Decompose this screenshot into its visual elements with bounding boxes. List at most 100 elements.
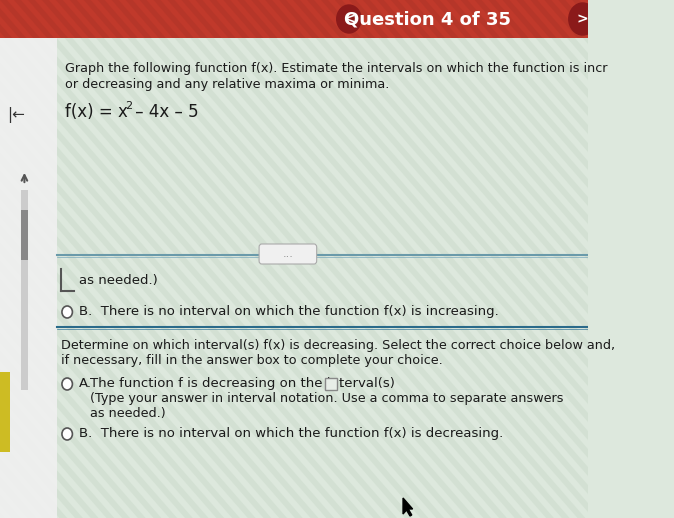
Polygon shape: [363, 0, 403, 38]
Polygon shape: [210, 0, 249, 38]
Polygon shape: [32, 0, 491, 518]
Polygon shape: [474, 0, 515, 38]
Bar: [0, 0, 588, 38]
Polygon shape: [549, 0, 674, 518]
Polygon shape: [251, 0, 291, 38]
Polygon shape: [0, 0, 146, 518]
Polygon shape: [0, 0, 193, 518]
Polygon shape: [403, 498, 412, 516]
Polygon shape: [0, 0, 460, 518]
Polygon shape: [16, 0, 475, 518]
Polygon shape: [489, 0, 528, 38]
Polygon shape: [204, 0, 664, 518]
Polygon shape: [220, 0, 674, 518]
Polygon shape: [330, 0, 674, 518]
Polygon shape: [518, 0, 674, 518]
Polygon shape: [377, 0, 417, 38]
Polygon shape: [237, 0, 278, 38]
Text: f(x) = x: f(x) = x: [65, 103, 128, 121]
Polygon shape: [0, 0, 40, 38]
Polygon shape: [670, 0, 674, 38]
Polygon shape: [47, 0, 507, 518]
Polygon shape: [94, 0, 554, 518]
Polygon shape: [251, 0, 674, 518]
Polygon shape: [335, 0, 375, 38]
Polygon shape: [613, 0, 674, 518]
Polygon shape: [392, 0, 674, 518]
Polygon shape: [349, 0, 389, 38]
Polygon shape: [0, 0, 397, 518]
Polygon shape: [293, 0, 333, 38]
Polygon shape: [596, 0, 674, 518]
Text: <: <: [343, 12, 355, 26]
Polygon shape: [267, 0, 674, 518]
Polygon shape: [628, 0, 668, 38]
Polygon shape: [439, 0, 674, 518]
Polygon shape: [142, 0, 601, 518]
Polygon shape: [56, 0, 96, 38]
Polygon shape: [0, 0, 26, 38]
Text: or decreasing and any relative maxima or minima.: or decreasing and any relative maxima or…: [65, 78, 390, 91]
Polygon shape: [0, 0, 51, 518]
Circle shape: [62, 378, 72, 390]
Polygon shape: [0, 0, 67, 518]
Polygon shape: [642, 0, 674, 38]
Polygon shape: [424, 0, 674, 518]
Polygon shape: [346, 0, 674, 518]
Polygon shape: [572, 0, 613, 38]
Polygon shape: [487, 0, 674, 518]
Polygon shape: [223, 0, 264, 38]
Polygon shape: [0, 0, 429, 518]
Polygon shape: [84, 0, 124, 38]
Polygon shape: [0, 0, 161, 518]
Polygon shape: [63, 0, 522, 518]
Polygon shape: [0, 0, 240, 518]
Polygon shape: [545, 0, 584, 38]
Polygon shape: [0, 0, 98, 518]
Polygon shape: [279, 0, 319, 38]
Polygon shape: [405, 0, 445, 38]
Polygon shape: [112, 0, 152, 38]
Polygon shape: [307, 0, 347, 38]
Text: >: >: [577, 12, 588, 26]
Text: B.  There is no interval on which the function f(x) is decreasing.: B. There is no interval on which the fun…: [78, 427, 503, 440]
Polygon shape: [14, 0, 54, 38]
Polygon shape: [660, 0, 674, 518]
Polygon shape: [0, 0, 36, 518]
Polygon shape: [0, 0, 224, 518]
Text: Graph the following function f(x). Estimate the intervals on which the function : Graph the following function f(x). Estim…: [65, 62, 608, 75]
Polygon shape: [314, 0, 674, 518]
Text: – 4x – 5: – 4x – 5: [130, 103, 199, 121]
Text: ...: ...: [282, 249, 293, 259]
Text: The function f is decreasing on the interval(s): The function f is decreasing on the inte…: [90, 377, 395, 390]
Polygon shape: [456, 0, 674, 518]
Circle shape: [62, 428, 72, 440]
Polygon shape: [110, 0, 570, 518]
Text: 2: 2: [125, 101, 132, 111]
Polygon shape: [78, 0, 539, 518]
Polygon shape: [0, 0, 130, 518]
Text: as needed.): as needed.): [90, 407, 166, 420]
Polygon shape: [0, 0, 83, 518]
Text: A.: A.: [78, 377, 92, 390]
Polygon shape: [0, 0, 12, 38]
Polygon shape: [0, 0, 287, 518]
Polygon shape: [377, 0, 674, 518]
Polygon shape: [581, 0, 674, 518]
Polygon shape: [0, 0, 115, 518]
Polygon shape: [28, 0, 68, 38]
Polygon shape: [614, 0, 654, 38]
Polygon shape: [173, 0, 632, 518]
Bar: [0, 38, 57, 518]
Polygon shape: [70, 0, 110, 38]
Polygon shape: [157, 0, 617, 518]
Circle shape: [62, 306, 72, 318]
Polygon shape: [534, 0, 674, 518]
Polygon shape: [125, 0, 585, 518]
Text: B.  There is no interval on which the function f(x) is increasing.: B. There is no interval on which the fun…: [78, 305, 498, 318]
Polygon shape: [558, 0, 599, 38]
Polygon shape: [0, 0, 381, 518]
Polygon shape: [125, 0, 166, 38]
Polygon shape: [0, 0, 350, 518]
Polygon shape: [503, 0, 543, 38]
